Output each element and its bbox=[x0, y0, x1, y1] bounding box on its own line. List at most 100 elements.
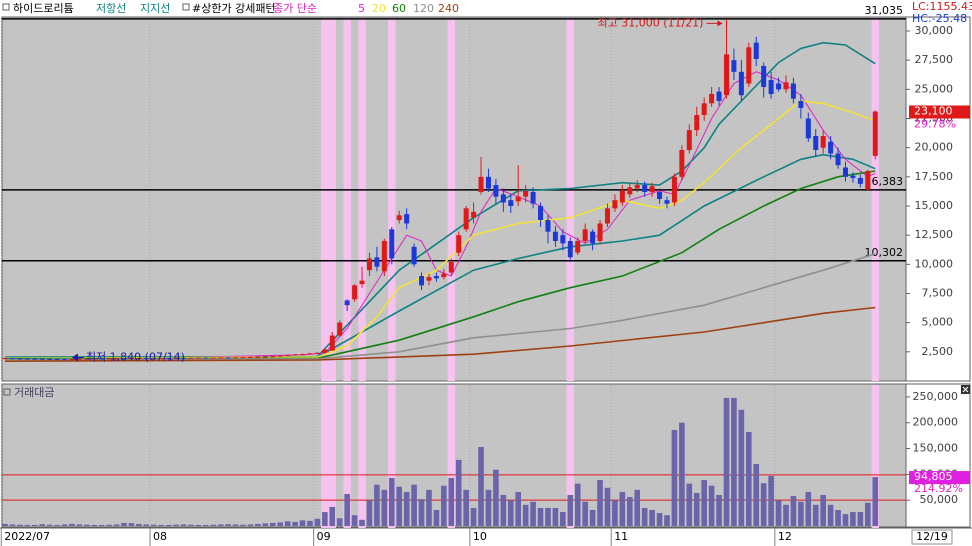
candle-body bbox=[515, 196, 521, 202]
candle-body bbox=[210, 357, 216, 359]
candle-body bbox=[448, 262, 454, 273]
lc-label: LC:1155.43 bbox=[912, 0, 972, 13]
volume-bar bbox=[98, 524, 105, 526]
volume-bar bbox=[277, 522, 284, 526]
candle-body bbox=[523, 190, 529, 197]
volume-bar bbox=[158, 524, 164, 526]
candle-body bbox=[381, 241, 387, 272]
candle-body bbox=[76, 358, 82, 360]
volume-bar bbox=[693, 492, 700, 526]
pattern-band bbox=[358, 385, 366, 528]
volume-change: 214.92% bbox=[914, 482, 963, 495]
volume-bar bbox=[753, 464, 760, 526]
candle-body bbox=[545, 220, 551, 232]
candle-body bbox=[597, 223, 603, 241]
candle-body bbox=[441, 273, 447, 278]
candle-body bbox=[619, 190, 625, 203]
candle-body bbox=[738, 71, 744, 96]
y-tick-label: 7,500 bbox=[922, 287, 954, 300]
pattern-band bbox=[358, 18, 366, 381]
volume-bar bbox=[9, 524, 16, 526]
volume-bar bbox=[567, 495, 574, 526]
candle-body bbox=[47, 358, 53, 360]
volume-bar bbox=[292, 521, 298, 526]
candle-body bbox=[404, 214, 410, 224]
price-line-label: 16,383 bbox=[865, 175, 904, 188]
pattern-band bbox=[447, 385, 455, 528]
pattern-band bbox=[447, 18, 455, 381]
pattern-icon bbox=[182, 3, 190, 11]
volume-bar bbox=[128, 523, 135, 526]
candle-body bbox=[136, 358, 142, 360]
candle-body bbox=[872, 111, 878, 156]
ma-label: 종가 단순 bbox=[273, 2, 317, 15]
volume-bar bbox=[136, 523, 142, 526]
annotation: 최저 1,840 (07/14) bbox=[86, 351, 185, 364]
candle-body bbox=[106, 358, 112, 360]
y-tick-label: 200,000 bbox=[913, 416, 959, 429]
volume-bar bbox=[537, 507, 544, 526]
volume-bar bbox=[284, 521, 291, 526]
candle-body bbox=[709, 94, 715, 104]
volume-bar bbox=[17, 524, 23, 526]
candle-body bbox=[300, 354, 306, 356]
candle-body bbox=[500, 194, 506, 203]
pattern-band bbox=[321, 385, 329, 528]
volume-bar bbox=[329, 506, 336, 526]
candle-body bbox=[218, 357, 224, 359]
x-tick-label: 08 bbox=[153, 530, 167, 543]
x-tick-label: 11 bbox=[614, 530, 628, 543]
pattern-band bbox=[328, 385, 336, 528]
candle-body bbox=[590, 231, 596, 244]
candle-body bbox=[143, 358, 149, 360]
candle-body bbox=[426, 277, 432, 281]
volume-bar bbox=[760, 483, 767, 526]
candle-body bbox=[322, 349, 328, 353]
price-line-label: 31,035 bbox=[865, 4, 904, 17]
volume-bar bbox=[69, 523, 75, 526]
line-series bbox=[4, 71, 876, 359]
pattern-band bbox=[871, 18, 879, 381]
candle-body bbox=[389, 229, 395, 259]
candle-body bbox=[857, 178, 863, 184]
candle-body bbox=[552, 231, 558, 241]
candle-body bbox=[128, 358, 134, 360]
candle-body bbox=[478, 176, 484, 192]
volume-bar bbox=[455, 459, 462, 526]
legend-entry: 저항선 bbox=[96, 2, 126, 15]
y-tick-label: 30,000 bbox=[915, 24, 954, 37]
candle-body bbox=[783, 82, 789, 90]
pattern-band bbox=[388, 385, 396, 528]
volume-bar bbox=[641, 507, 648, 526]
volume-bar bbox=[835, 509, 841, 526]
volume-bar bbox=[865, 502, 871, 526]
volume-bar bbox=[746, 432, 752, 526]
last-volume-box bbox=[909, 471, 970, 485]
volume-bar bbox=[850, 512, 856, 526]
volume-bar bbox=[470, 507, 477, 526]
close-button[interactable] bbox=[961, 385, 970, 394]
volume-bar bbox=[91, 524, 98, 526]
candle-body bbox=[255, 356, 261, 358]
volume-bar bbox=[336, 518, 343, 526]
volume-bar bbox=[143, 524, 150, 526]
volume-bar bbox=[61, 524, 68, 526]
pattern-band bbox=[328, 18, 336, 381]
candle-body bbox=[575, 241, 581, 253]
volume-bar bbox=[485, 489, 492, 526]
candle-body bbox=[627, 187, 633, 195]
y-tick-label: 15,000 bbox=[915, 199, 954, 212]
candle-body bbox=[768, 80, 774, 94]
volume-bar bbox=[827, 504, 834, 526]
last-price-label: 23,100 bbox=[914, 105, 953, 118]
candle-body bbox=[612, 200, 618, 209]
candle-body bbox=[121, 358, 127, 360]
hc-label: HC:-25.48 bbox=[912, 12, 967, 25]
price-line-label: 10,302 bbox=[865, 246, 904, 259]
volume-bar bbox=[872, 477, 879, 526]
volume-bar bbox=[351, 515, 358, 526]
volume-bar bbox=[76, 524, 83, 526]
panel-icon bbox=[3, 388, 11, 396]
candle-body bbox=[463, 208, 469, 230]
volume-bar bbox=[121, 522, 127, 526]
